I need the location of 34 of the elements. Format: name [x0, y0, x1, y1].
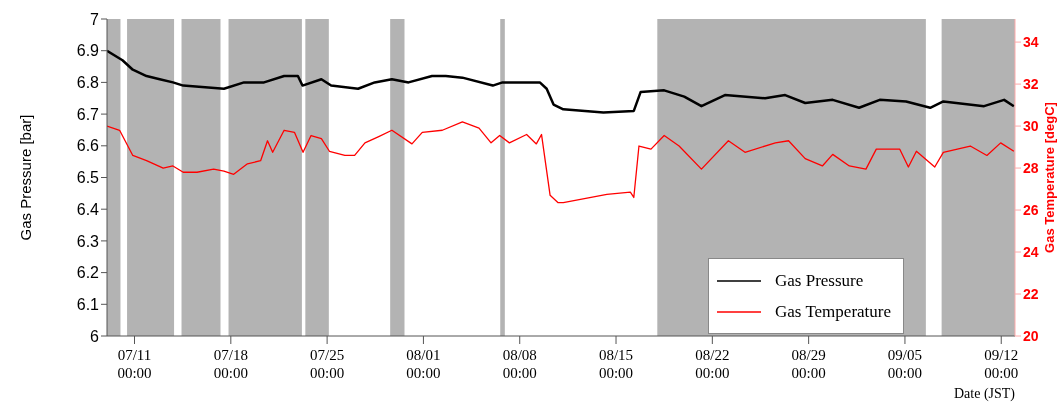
- y-axis-title: Gas Pressure [bar]: [17, 114, 35, 241]
- x-tick-label: 08/08 00:00: [502, 347, 537, 381]
- x-axis-title: Date (JST): [953, 386, 1016, 402]
- y2-tick-label: 26: [1023, 202, 1039, 219]
- y-tick-label: 6.3: [76, 232, 100, 250]
- y2-axis-title: Gas Temperature [degC]: [1041, 102, 1057, 253]
- y-tick-label: 6.8: [76, 74, 100, 92]
- y2-tick-label: 30: [1023, 118, 1039, 135]
- x-tick-label: 08/15 00:00: [598, 347, 634, 381]
- x-tick-label: 09/12 00:00: [984, 347, 1019, 381]
- y2-tick-label: 20: [1023, 327, 1039, 344]
- y-tick-label: 6.5: [76, 169, 100, 187]
- x-tick-label: 07/25 00:00: [310, 347, 345, 381]
- y2-tick-label: 34: [1023, 34, 1039, 51]
- y2-tick-label: 32: [1023, 76, 1039, 93]
- y2-tick-label: 22: [1023, 285, 1039, 302]
- y2-tick-label: 28: [1023, 160, 1039, 177]
- x-tick-label: 08/01 00:00: [406, 347, 441, 381]
- y-tick-label: 6.4: [76, 200, 100, 218]
- y-tick-label: 6.9: [76, 42, 100, 60]
- x-tick-label: 08/29 00:00: [791, 347, 826, 381]
- x-tick-label: 09/05 00:00: [887, 347, 923, 381]
- x-tick-label: 07/11 00:00: [117, 347, 152, 381]
- y-tick-label: 6.1: [76, 295, 100, 313]
- legend-label: Gas Pressure: [775, 270, 864, 291]
- y-tick-label: 6: [90, 327, 100, 345]
- y2-tick-label: 24: [1023, 244, 1039, 260]
- legend-label: Gas Temperature: [775, 301, 892, 322]
- x-tick-label: 07/18 00:00: [213, 347, 248, 381]
- y-tick-label: 6.7: [76, 105, 100, 123]
- y-tick-label: 6.2: [76, 264, 100, 282]
- y-tick-label: 7: [90, 10, 100, 28]
- y-tick-label: 6.6: [76, 137, 100, 155]
- x-tick-label: 08/22 00:00: [695, 347, 730, 381]
